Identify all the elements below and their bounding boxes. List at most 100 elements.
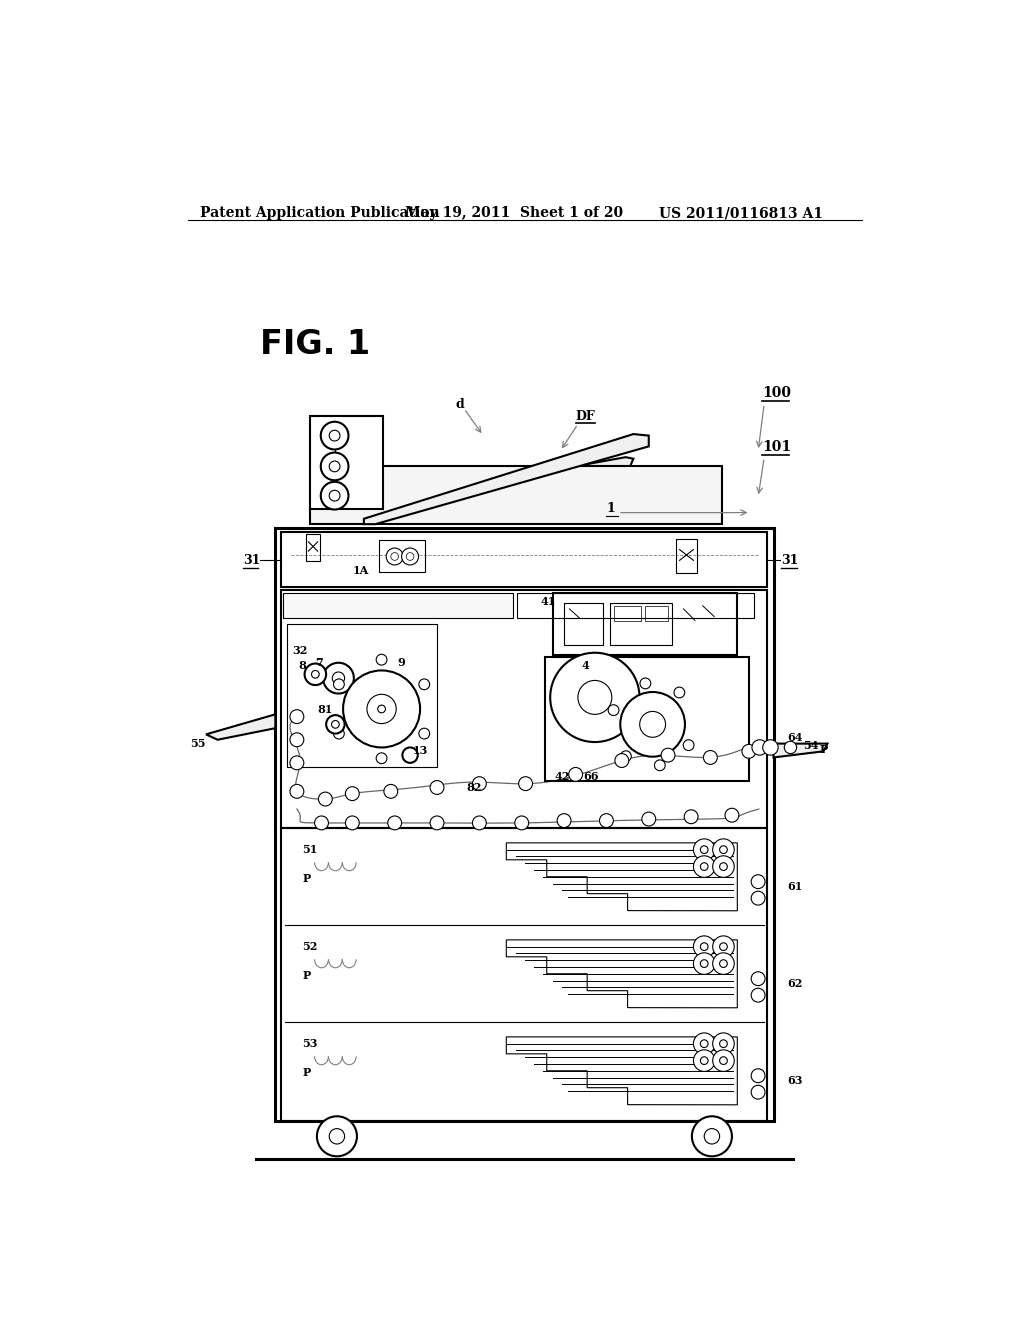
Polygon shape [773, 743, 827, 758]
Circle shape [330, 1129, 345, 1144]
Circle shape [330, 461, 340, 471]
Circle shape [367, 694, 396, 723]
Bar [545, 657, 749, 780]
Circle shape [321, 482, 348, 510]
Text: 62: 62 [787, 978, 803, 989]
Text: 9: 9 [397, 657, 404, 668]
Circle shape [402, 747, 418, 763]
Text: 31: 31 [781, 554, 799, 566]
Bar [676, 539, 697, 573]
Circle shape [407, 553, 414, 561]
Bar [610, 603, 672, 645]
Circle shape [378, 705, 385, 713]
Text: 42: 42 [555, 771, 570, 781]
Circle shape [705, 1129, 720, 1144]
Circle shape [752, 989, 765, 1002]
Circle shape [700, 942, 708, 950]
Circle shape [720, 960, 727, 968]
Text: FIG. 1: FIG. 1 [260, 327, 370, 360]
Circle shape [343, 671, 420, 747]
Circle shape [304, 664, 326, 685]
Circle shape [401, 548, 419, 565]
Circle shape [693, 953, 715, 974]
Circle shape [662, 748, 675, 762]
Circle shape [713, 855, 734, 878]
Text: 8: 8 [298, 660, 306, 672]
Circle shape [700, 1057, 708, 1064]
Circle shape [419, 729, 430, 739]
Text: 64: 64 [787, 733, 803, 743]
Text: P: P [302, 1068, 310, 1078]
Bar [275, 528, 773, 1121]
Circle shape [720, 942, 727, 950]
Text: 31: 31 [243, 554, 260, 566]
Circle shape [713, 840, 734, 861]
Text: 53: 53 [302, 1039, 317, 1049]
Circle shape [326, 715, 345, 734]
Circle shape [568, 767, 583, 781]
Circle shape [640, 711, 666, 738]
Circle shape [430, 816, 444, 830]
Text: 54: 54 [803, 739, 818, 751]
Text: P: P [819, 743, 828, 755]
Circle shape [693, 1034, 715, 1055]
Circle shape [290, 710, 304, 723]
Polygon shape [506, 940, 737, 1007]
Bar [564, 603, 602, 645]
Circle shape [674, 688, 685, 698]
Text: 101: 101 [762, 440, 792, 454]
Circle shape [578, 680, 612, 714]
Circle shape [334, 729, 344, 739]
Circle shape [752, 1085, 765, 1100]
Circle shape [430, 780, 444, 795]
Circle shape [692, 1117, 732, 1156]
Circle shape [700, 1040, 708, 1048]
Circle shape [683, 739, 694, 751]
Bar [517, 594, 755, 618]
Circle shape [713, 1034, 734, 1055]
Circle shape [700, 960, 708, 968]
Circle shape [376, 655, 387, 665]
Circle shape [642, 812, 655, 826]
Circle shape [323, 663, 354, 693]
Circle shape [763, 739, 778, 755]
Bar [282, 590, 767, 829]
Circle shape [386, 548, 403, 565]
Circle shape [311, 671, 319, 678]
Bar [614, 606, 641, 622]
Polygon shape [350, 457, 634, 517]
Circle shape [391, 553, 398, 561]
Text: 82: 82 [466, 781, 481, 793]
Circle shape [640, 678, 651, 689]
Text: 100: 100 [762, 387, 791, 400]
Text: 63: 63 [787, 1074, 803, 1086]
Text: 66: 66 [584, 771, 599, 781]
Text: 1A: 1A [352, 565, 369, 576]
Circle shape [713, 936, 734, 957]
Circle shape [713, 1049, 734, 1072]
Circle shape [752, 1069, 765, 1082]
Text: 61: 61 [787, 880, 803, 892]
Circle shape [330, 490, 340, 502]
Circle shape [318, 792, 333, 807]
Circle shape [720, 1057, 727, 1064]
Circle shape [752, 875, 765, 888]
Text: 41: 41 [541, 595, 556, 607]
Text: 55: 55 [190, 738, 206, 750]
Circle shape [376, 752, 387, 763]
Circle shape [384, 784, 397, 799]
Text: 4: 4 [582, 660, 590, 672]
Circle shape [725, 808, 739, 822]
Circle shape [419, 678, 430, 689]
Circle shape [784, 742, 797, 754]
Bar [282, 829, 767, 1121]
Text: 7: 7 [315, 657, 324, 668]
Text: US 2011/0116813 A1: US 2011/0116813 A1 [658, 206, 822, 220]
Text: P: P [302, 874, 310, 884]
Text: DF: DF [575, 409, 595, 422]
Bar [287, 624, 437, 767]
Circle shape [316, 1117, 357, 1156]
Circle shape [621, 692, 685, 756]
Circle shape [290, 756, 304, 770]
Circle shape [472, 776, 486, 791]
